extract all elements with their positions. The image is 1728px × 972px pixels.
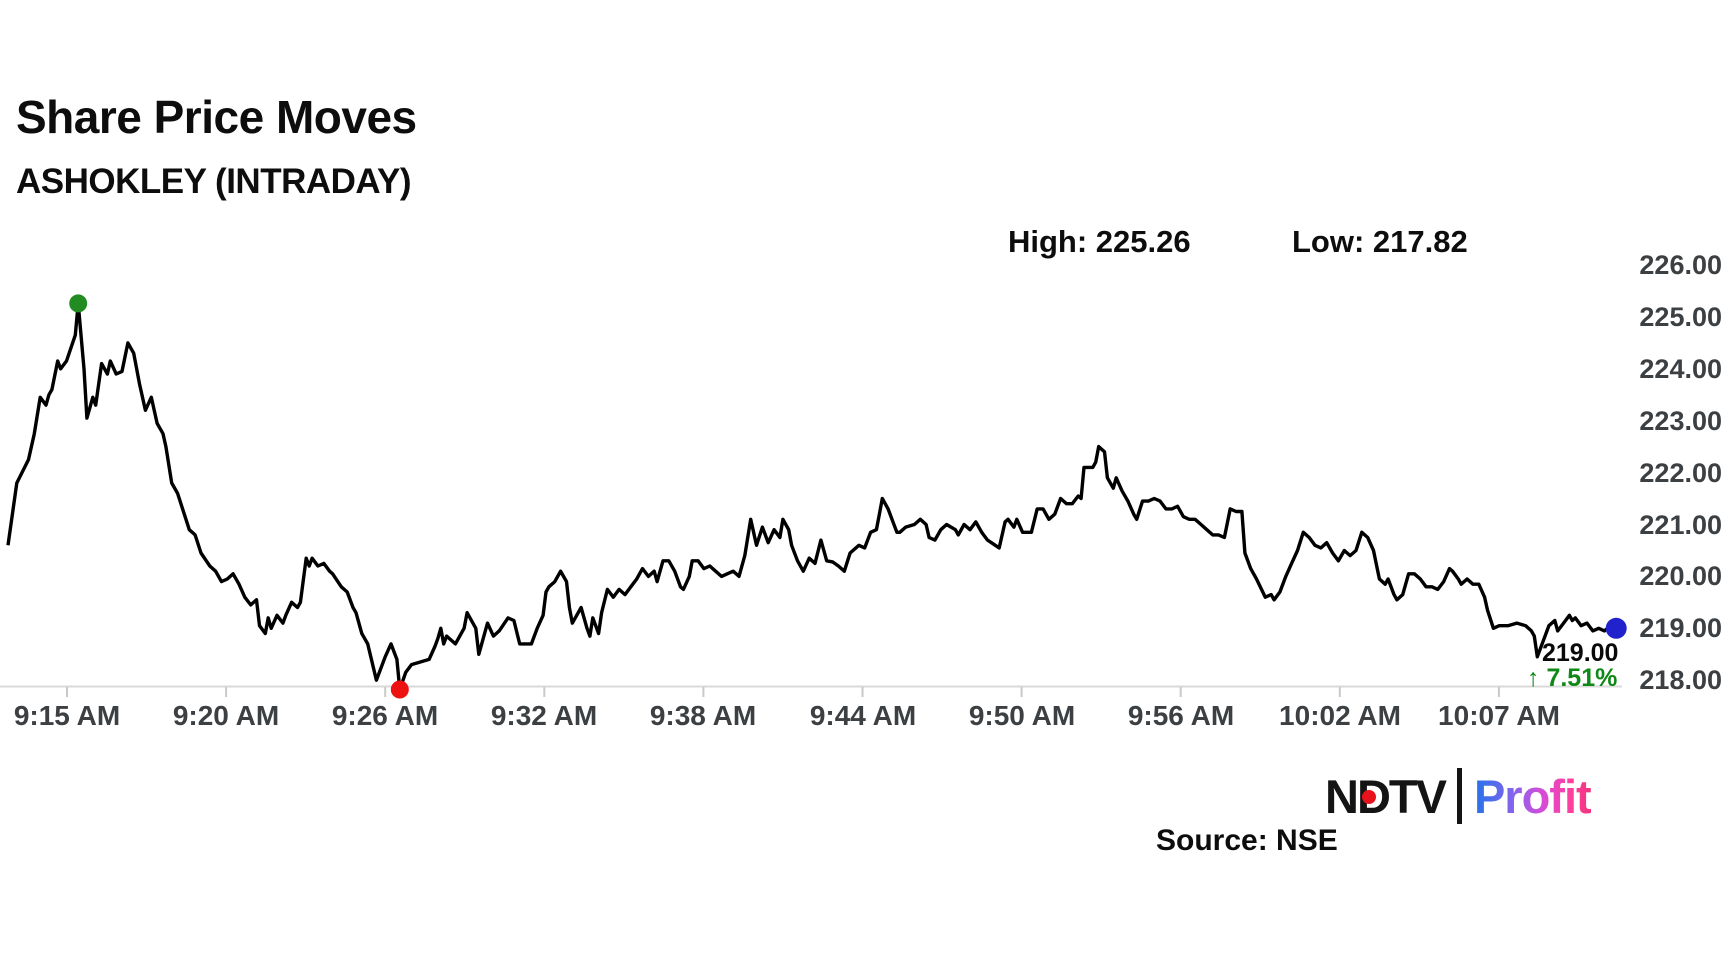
logo-divider-bar (1456, 768, 1462, 824)
y-axis-label: 218.00 (1639, 665, 1722, 695)
last-price-dot (1605, 617, 1627, 639)
percent-change-label: ↑ 7.51% (1527, 666, 1617, 691)
high-marker-dot (69, 294, 88, 313)
y-axis-label: 225.00 (1639, 302, 1722, 332)
y-axis-label: 221.00 (1639, 510, 1722, 540)
y-axis-label: 219.00 (1639, 613, 1722, 643)
percent-change-value: 7.51% (1546, 664, 1618, 692)
x-axis-label: 9:26 AM (331, 700, 439, 731)
up-arrow-icon: ↑ (1527, 664, 1540, 692)
x-axis-label: 10:07 AM (1438, 700, 1560, 731)
x-axis-label: 9:20 AM (172, 700, 280, 731)
ndtv-red-dot-icon (1362, 789, 1376, 804)
source-label: Source: NSE (1156, 824, 1338, 857)
y-axis-label: 224.00 (1639, 354, 1722, 384)
y-axis-label: 226.00 (1639, 250, 1722, 280)
ndtv-wordmark: NDTV (1325, 769, 1447, 823)
y-axis-label: 222.00 (1639, 458, 1722, 488)
price-line (6, 301, 1617, 692)
low-value-label: Low: 217.82 (1292, 224, 1468, 259)
x-axis-label: 9:56 AM (1127, 700, 1235, 731)
x-axis-label: 9:44 AM (809, 700, 917, 731)
x-axis-label: 10:02 AM (1279, 700, 1401, 731)
profit-logo-text: Profit (1473, 769, 1592, 823)
high-value-label: High: 225.26 (1008, 224, 1191, 259)
ndtv-profit-logo: NDTV Profit (1325, 768, 1592, 824)
page-title: Share Price Moves (16, 91, 417, 143)
last-price-label: 219.00 (1542, 639, 1619, 667)
x-axis-label: 9:32 AM (490, 700, 598, 731)
ndtv-logo-text: NDTV (1325, 769, 1447, 823)
y-axis-label: 223.00 (1639, 406, 1722, 436)
x-axis-label: 9:50 AM (968, 700, 1076, 731)
y-axis-label: 220.00 (1639, 561, 1722, 591)
x-axis-label: 9:38 AM (649, 700, 757, 731)
low-marker-dot (390, 680, 409, 699)
instrument-subtitle: ASHOKLEY (INTRADAY) (16, 162, 411, 201)
x-axis-label: 9:15 AM (13, 700, 121, 731)
x-axis-ticks (66, 687, 1500, 697)
